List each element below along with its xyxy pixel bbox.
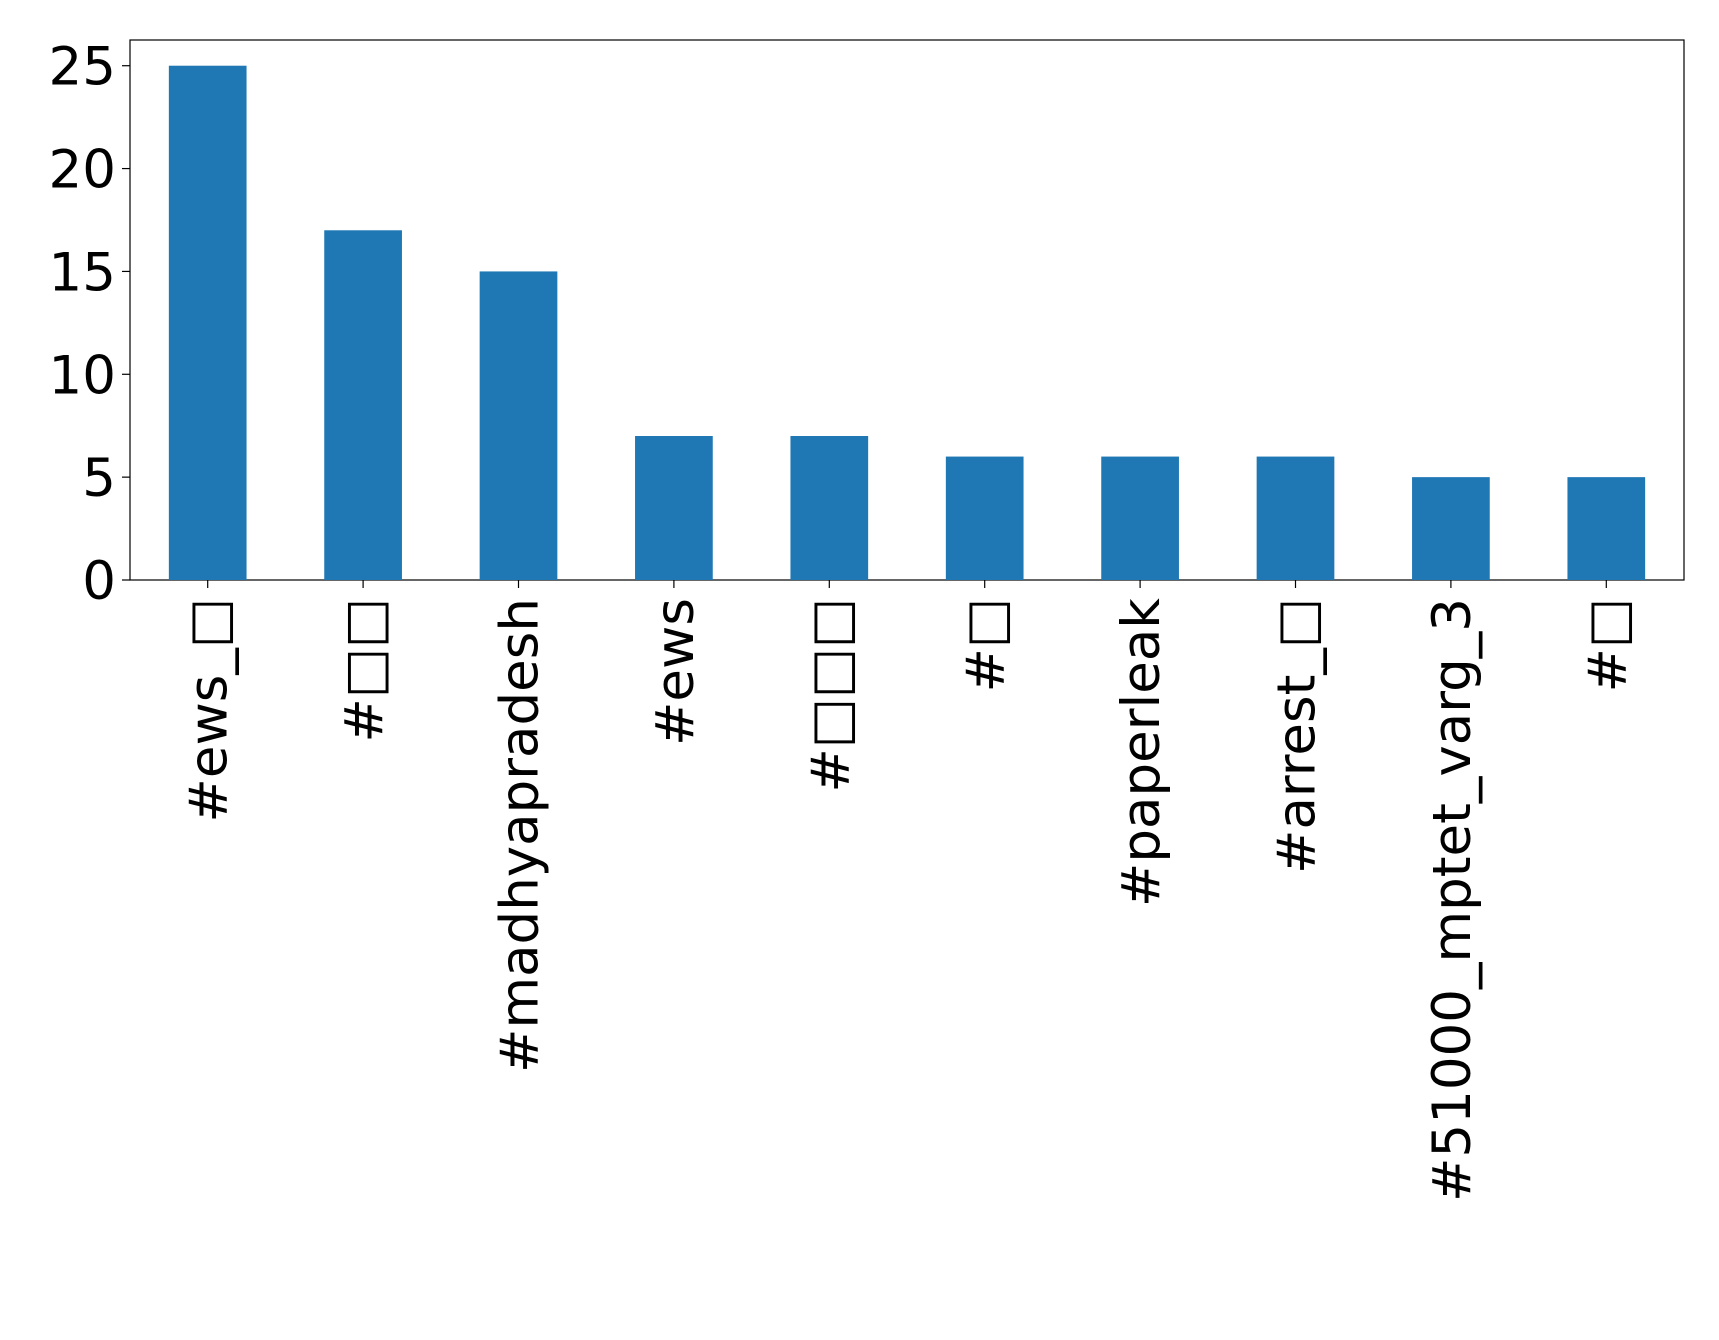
x-tick-label: #madhyapradesh — [490, 598, 551, 1073]
y-tick-label: 0 — [82, 551, 116, 612]
plot-frame — [129, 39, 1685, 581]
x-tick-label: #51000_mptet_varg_3 — [1422, 598, 1483, 1202]
bar — [945, 456, 1024, 580]
x-tick-label: #arrest_□ — [1267, 598, 1328, 874]
x-tick-label: #□ — [1577, 598, 1638, 692]
x-tick-label: #□□□ — [800, 598, 861, 793]
x-tick-label: #□□ — [334, 598, 395, 743]
y-tick-label: 20 — [49, 140, 116, 201]
bar — [1412, 477, 1490, 580]
bar — [1101, 456, 1179, 580]
x-tick-label: #ews — [645, 598, 706, 746]
x-tick-label: #paperleak — [1111, 598, 1172, 907]
bar — [1567, 477, 1646, 580]
bar — [1256, 456, 1335, 580]
y-tick-label: 5 — [82, 448, 116, 509]
y-tick-label: 10 — [49, 345, 116, 406]
y-tick-label: 15 — [49, 242, 116, 303]
y-tick-label: 25 — [49, 37, 116, 98]
bar — [635, 436, 713, 580]
bar — [168, 65, 247, 580]
bar — [479, 271, 558, 580]
x-tick-label: #ews_□ — [179, 598, 240, 823]
bar — [324, 230, 402, 581]
x-tick-label: #□ — [956, 598, 1017, 692]
bar — [790, 436, 869, 580]
